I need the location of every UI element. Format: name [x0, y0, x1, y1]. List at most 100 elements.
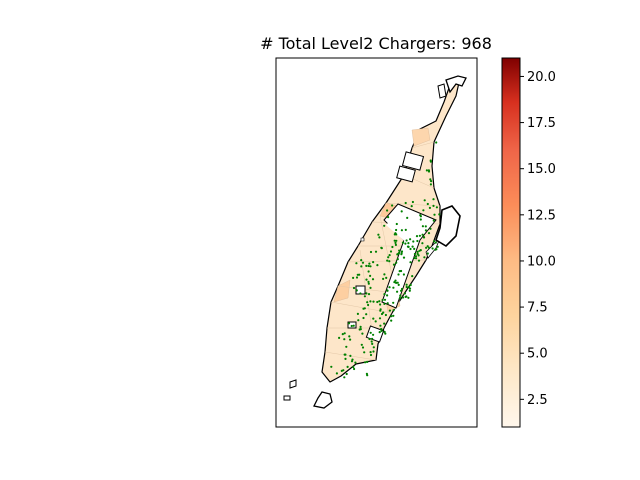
charger-point	[365, 278, 368, 281]
charger-point	[365, 264, 368, 267]
charger-point	[349, 354, 352, 357]
charger-point	[408, 285, 411, 288]
charger-point	[397, 252, 400, 255]
randalls-island	[435, 205, 461, 248]
charger-point	[362, 307, 365, 310]
charger-point	[368, 262, 371, 265]
charger-point	[404, 242, 407, 245]
charger-point	[416, 239, 419, 243]
charger-point	[387, 256, 390, 259]
charger-point	[427, 169, 430, 172]
charger-point	[387, 216, 390, 219]
charger-point	[390, 315, 393, 318]
charger-point	[398, 297, 401, 300]
charger-point	[427, 246, 430, 249]
charger-point	[403, 292, 406, 295]
charger-point	[419, 249, 422, 252]
tract-high-2	[333, 279, 351, 303]
charger-point	[393, 239, 396, 242]
charger-point	[378, 331, 381, 334]
charger-point	[365, 292, 368, 295]
park-block-north	[401, 151, 425, 171]
charger-point	[344, 357, 347, 360]
charger-point	[358, 328, 361, 331]
charger-point	[419, 215, 422, 218]
tract-high-3	[411, 127, 431, 147]
charger-point	[407, 296, 410, 299]
charger-point	[393, 281, 396, 284]
charger-point	[433, 240, 436, 243]
charger-point	[394, 241, 397, 244]
charger-point	[355, 276, 359, 279]
charger-point	[340, 369, 343, 372]
charger-point	[401, 296, 405, 299]
charger-point	[429, 178, 432, 181]
charger-point	[407, 242, 410, 245]
charger-point	[424, 225, 427, 228]
charger-point	[435, 206, 438, 209]
charger-point	[346, 365, 349, 368]
charger-point	[383, 224, 386, 227]
charger-point	[366, 360, 369, 363]
charger-point	[400, 287, 404, 291]
charger-point	[345, 372, 348, 376]
charger-point	[422, 236, 426, 239]
charger-point	[406, 245, 410, 248]
charger-point	[361, 332, 364, 335]
charger-point	[366, 301, 369, 304]
charger-point	[409, 238, 412, 241]
colorbar-tick-label: 20.0	[527, 70, 556, 85]
charger-point	[400, 252, 403, 255]
charger-point	[410, 205, 413, 208]
charger-point	[405, 239, 408, 242]
charger-point	[427, 232, 431, 235]
charger-point	[432, 198, 435, 201]
ellis-island	[283, 395, 291, 401]
charger-point	[354, 361, 357, 364]
charger-point	[408, 289, 411, 292]
charger-point	[359, 325, 362, 328]
charger-point	[433, 213, 436, 216]
map-title: # Total Level2 Chargers: 968	[260, 34, 492, 53]
charger-point	[415, 257, 418, 260]
charger-point	[386, 302, 389, 305]
charger-point	[394, 232, 397, 235]
charger-point	[423, 199, 426, 202]
governors-island	[313, 391, 333, 409]
charger-point	[378, 236, 381, 239]
charger-point	[391, 245, 394, 249]
charger-point	[391, 204, 394, 207]
colorbar-gradient	[501, 57, 521, 428]
charger-point	[402, 256, 406, 259]
charger-point	[398, 270, 401, 273]
charger-point	[377, 233, 380, 236]
charger-point	[369, 265, 372, 268]
pier-west	[360, 237, 365, 242]
charger-point	[379, 324, 382, 327]
charger-points	[330, 141, 441, 379]
charger-point	[361, 261, 365, 264]
charger-point	[374, 320, 377, 323]
charger-point	[392, 301, 395, 304]
charger-point	[413, 256, 416, 260]
charger-point	[421, 225, 424, 228]
charger-point	[343, 353, 346, 356]
charger-point	[431, 247, 434, 250]
charger-point	[392, 263, 396, 266]
charger-point	[369, 250, 373, 254]
charger-point	[417, 259, 421, 262]
charger-point	[396, 290, 399, 293]
charger-point	[353, 367, 356, 371]
charger-point	[399, 294, 402, 297]
park-block-upper	[396, 165, 416, 183]
charger-point	[335, 372, 338, 375]
charger-point	[372, 346, 375, 349]
charger-point	[425, 169, 428, 172]
inwood-tip	[445, 75, 467, 94]
charger-point	[406, 216, 409, 219]
charger-point	[330, 365, 333, 368]
charger-point	[408, 287, 412, 290]
charger-point	[374, 250, 378, 253]
charger-point	[386, 259, 389, 262]
charger-point	[398, 249, 401, 252]
